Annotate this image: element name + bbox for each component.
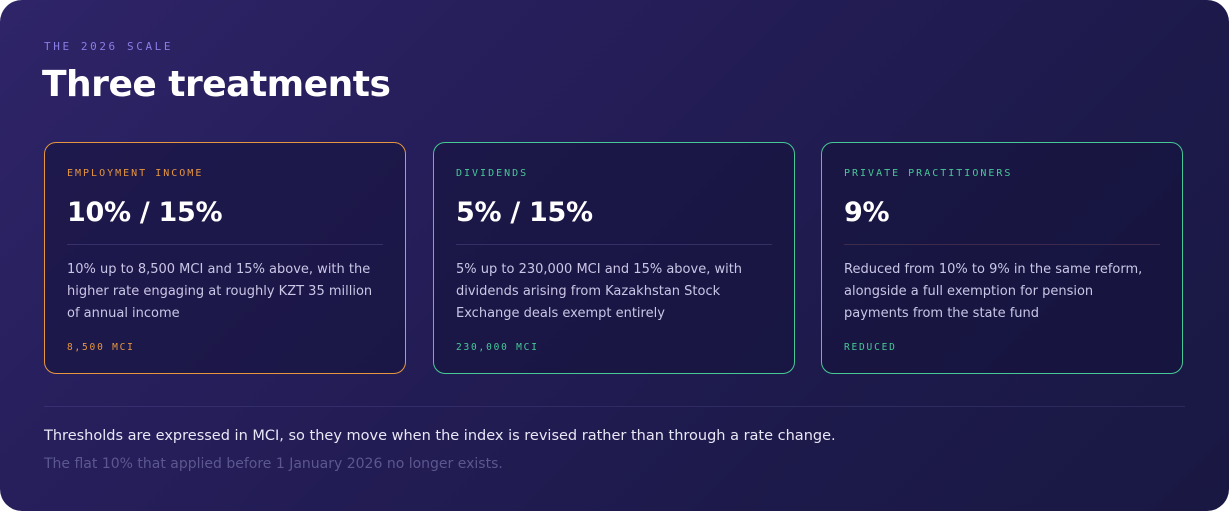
card-description: Reduced from 10% to 9% in the same refor… <box>844 262 1143 321</box>
section-title: Three treatments <box>42 64 391 105</box>
card-employment-income: EMPLOYMENT INCOME 10% / 15% 10% up to 8,… <box>44 142 406 374</box>
card-label: PRIVATE PRACTITIONERS <box>844 168 1013 179</box>
card-divider <box>456 244 772 245</box>
footer-note: Thresholds are expressed in MCI, so they… <box>44 428 836 444</box>
card-description: 10% up to 8,500 MCI and 15% above, with … <box>67 262 373 321</box>
footer-divider <box>44 406 1185 407</box>
card-tag: 8,500 MCI <box>67 342 135 353</box>
card-label: DIVIDENDS <box>456 168 529 179</box>
card-rate: 5% / 15% <box>456 197 593 228</box>
section-eyebrow: THE 2026 SCALE <box>44 40 174 53</box>
card-rate: 10% / 15% <box>67 197 223 228</box>
card-divider <box>844 244 1160 245</box>
card-divider <box>67 244 383 245</box>
footer-subnote: The flat 10% that applied before 1 Janua… <box>44 456 503 472</box>
card-label: EMPLOYMENT INCOME <box>67 168 204 179</box>
card-tag: REDUCED <box>844 342 897 353</box>
card-dividends: DIVIDENDS 5% / 15% 5% up to 230,000 MCI … <box>433 142 795 374</box>
card-private-practitioners: PRIVATE PRACTITIONERS 9% Reduced from 10… <box>821 142 1183 374</box>
card-tag: 230,000 MCI <box>456 342 539 353</box>
card-rate: 9% <box>844 197 890 228</box>
card-description: 5% up to 230,000 MCI and 15% above, with… <box>456 262 743 321</box>
